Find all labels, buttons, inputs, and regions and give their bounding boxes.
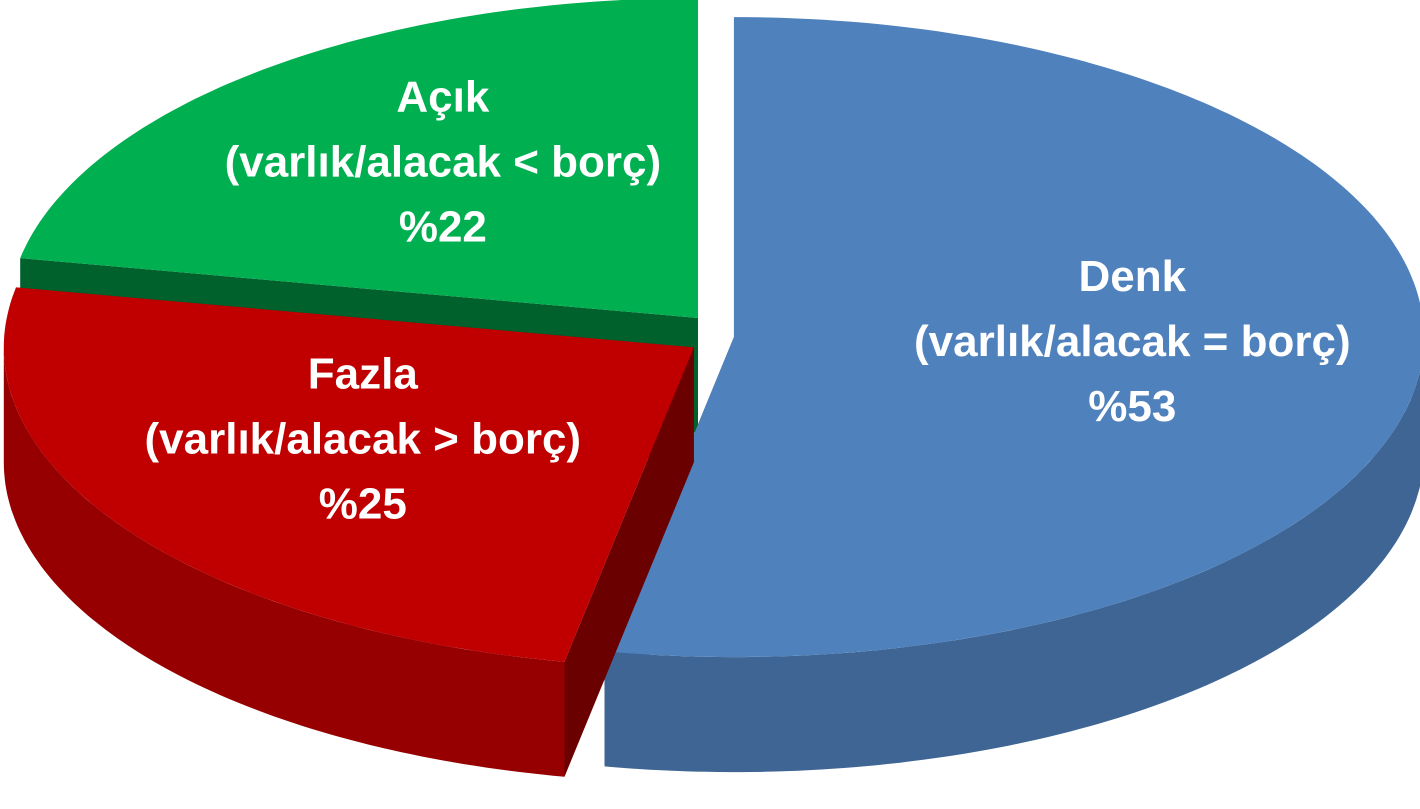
slice-top — [20, 0, 698, 318]
slice-wall — [604, 371, 1420, 773]
slice-wall — [3, 347, 565, 777]
value-label: %22 — [399, 203, 487, 252]
slice — [604, 17, 1420, 773]
slice-label: Açık — [396, 73, 489, 122]
slice-label: Fazla — [308, 349, 419, 398]
slice-top — [3, 287, 694, 662]
slice-description: (varlık/alacak = borç) — [914, 317, 1351, 366]
slice-label: Denk — [1079, 252, 1187, 301]
value-label: %25 — [319, 479, 407, 528]
slice-description: (varlık/alacak < borç) — [225, 138, 662, 187]
slice — [3, 287, 694, 777]
slice-top — [604, 17, 1420, 658]
value-label: %53 — [1088, 382, 1176, 431]
slice-description: (varlık/alacak > borç) — [145, 414, 582, 463]
